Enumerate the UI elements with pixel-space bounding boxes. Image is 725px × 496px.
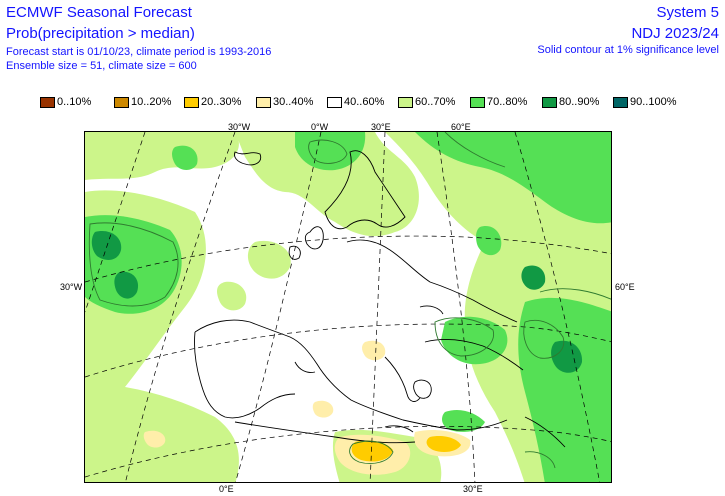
lon-label-top: 0°W [311, 122, 329, 132]
lon-label-bottom: 0°E [219, 484, 234, 494]
legend-item: 10..20% [114, 95, 171, 109]
legend-swatch [114, 96, 129, 108]
legend-label: 80..90% [559, 96, 600, 108]
significance-note: Solid contour at 1% significance level [537, 44, 719, 56]
lon-label-right: 60°E [615, 282, 635, 292]
legend-label: 30..40% [273, 96, 314, 108]
coastlines [194, 150, 566, 448]
legend-item: 30..40% [256, 95, 313, 109]
prob-20-30-areas [351, 435, 461, 462]
lon-label-top: 30°E [371, 122, 391, 132]
lon-label-bottom: 30°E [463, 484, 483, 494]
legend-label: 60..70% [415, 96, 456, 108]
lon-label-left: 30°W [60, 282, 83, 292]
map-canvas [85, 132, 611, 482]
legend-item: 70..80% [470, 95, 527, 109]
legend-label: 70..80% [487, 96, 528, 108]
legend-item: 40..60% [327, 95, 384, 109]
legend-swatch [256, 96, 271, 108]
lon-label-top: 30°W [228, 122, 251, 132]
legend-item: 20..30% [184, 95, 241, 109]
season-label: NDJ 2023/24 [631, 25, 719, 42]
forecast-title: ECMWF Seasonal Forecast [6, 4, 192, 21]
graticule [85, 132, 611, 482]
prob-80-90-areas [91, 231, 583, 373]
legend-item: 0..10% [40, 95, 91, 109]
legend-swatch [327, 96, 342, 108]
legend-swatch [470, 96, 485, 108]
probability-map [84, 131, 612, 483]
legend-swatch [398, 96, 413, 108]
legend-label: 0..10% [57, 96, 92, 108]
legend-label: 10..20% [131, 96, 172, 108]
forecast-start-info: Forecast start is 01/10/23, climate peri… [6, 46, 272, 58]
legend-item: 90..100% [613, 95, 676, 109]
legend-swatch [40, 96, 55, 108]
system-label: System 5 [656, 4, 719, 21]
legend-item: 80..90% [542, 95, 599, 109]
legend-label: 90..100% [630, 96, 677, 108]
legend-swatch [184, 96, 199, 108]
ensemble-info: Ensemble size = 51, climate size = 600 [6, 60, 197, 72]
legend-swatch [613, 96, 628, 108]
legend-label: 40..60% [344, 96, 385, 108]
lon-label-top: 60°E [451, 122, 471, 132]
significance-contours [88, 132, 611, 469]
legend-label: 20..30% [201, 96, 242, 108]
forecast-subtitle: Prob(precipitation > median) [6, 25, 195, 42]
legend-item: 60..70% [398, 95, 455, 109]
legend-swatch [542, 96, 557, 108]
